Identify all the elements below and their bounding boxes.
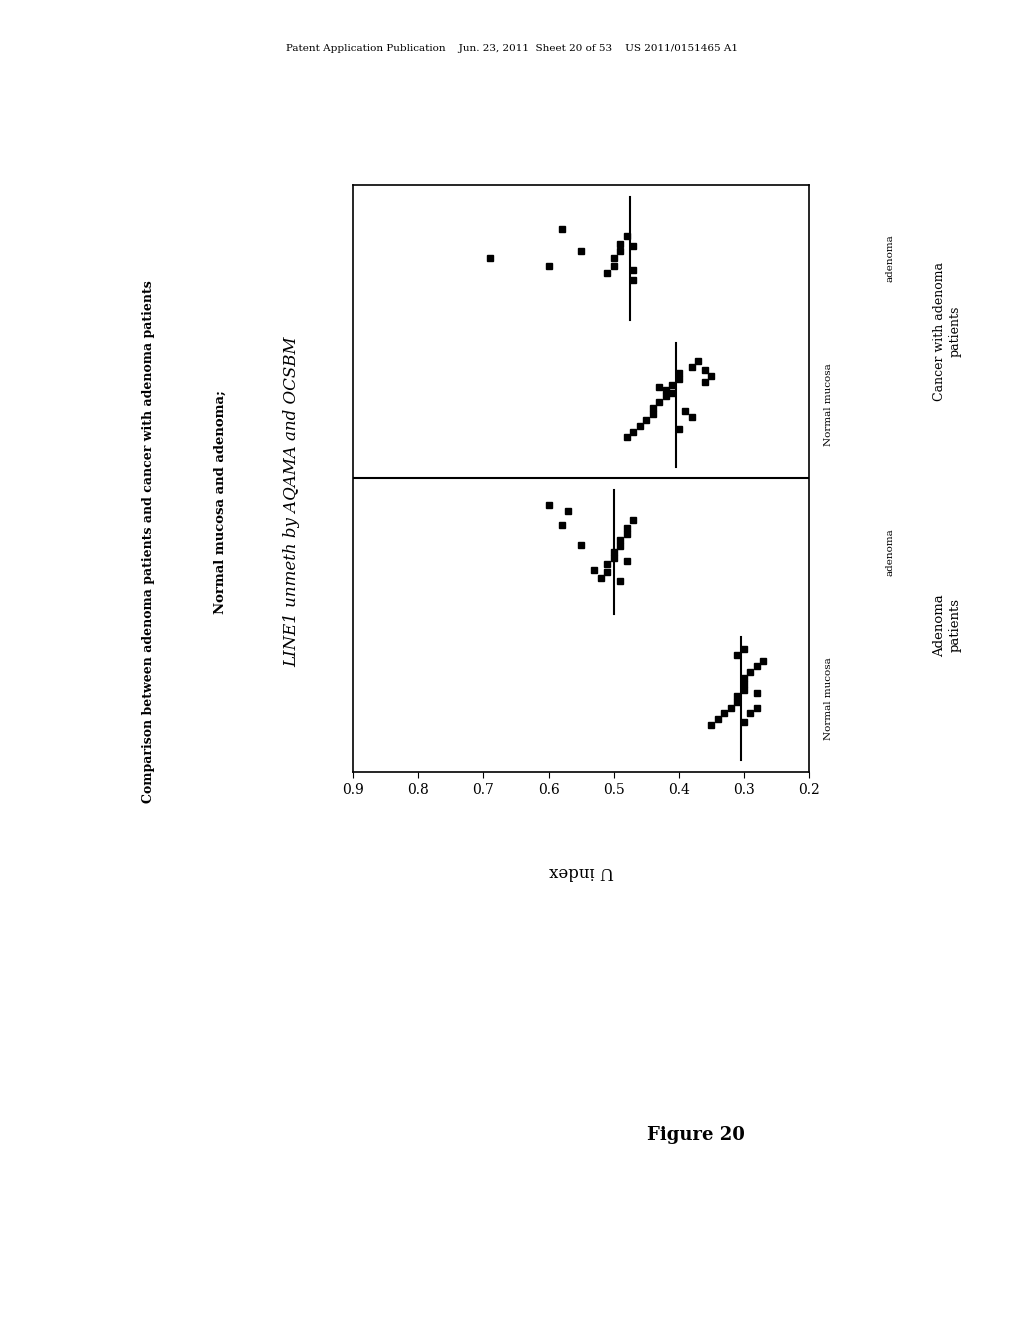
Text: Figure 20: Figure 20 [647,1126,745,1144]
Text: Patent Application Publication    Jun. 23, 2011  Sheet 20 of 53    US 2011/01514: Patent Application Publication Jun. 23, … [286,44,738,53]
Text: Cancer with adenoma
patients: Cancer with adenoma patients [933,263,962,401]
Text: Normal mucosa: Normal mucosa [824,364,834,446]
Text: Adenoma
patients: Adenoma patients [933,594,962,657]
Text: Normal mucosa and adenoma;: Normal mucosa and adenoma; [214,389,226,614]
Text: Normal mucosa: Normal mucosa [824,657,834,741]
Text: adenoma: adenoma [886,235,895,282]
Text: Comparison between adenoma patients and cancer with adenoma patients: Comparison between adenoma patients and … [142,280,155,803]
Text: U index: U index [549,863,613,879]
Text: adenoma: adenoma [886,528,895,576]
Text: LINE1 unmeth by AQAMA and OCSBM: LINE1 unmeth by AQAMA and OCSBM [284,337,300,667]
